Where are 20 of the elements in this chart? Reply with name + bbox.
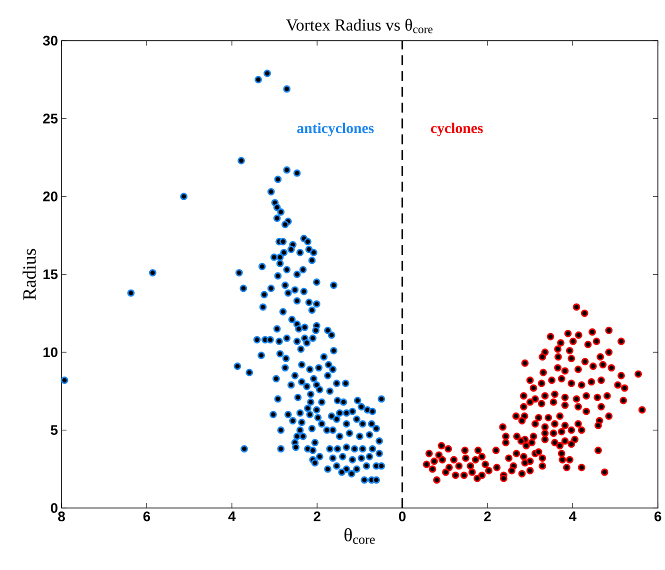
y-tick-label: 0 <box>50 503 58 514</box>
x-tick-label: 2 <box>314 512 320 522</box>
x-tick-label: 8 <box>58 512 65 522</box>
y-tick-label: 5 <box>50 426 58 436</box>
y-tick-label: 15 <box>44 270 58 280</box>
text: anticyclones <box>297 122 374 136</box>
x-tick-label: 2 <box>484 512 491 522</box>
x-tick-label: 4 <box>228 512 236 522</box>
x-tick-label: 6 <box>654 512 662 522</box>
y-tick-label: 30 <box>42 36 58 46</box>
text: cyclones <box>430 122 483 136</box>
x-axis-title: θ$_{core}$ <box>344 528 375 544</box>
y-axis-title: Radius <box>22 249 36 300</box>
x-tick-label: 6 <box>143 512 150 522</box>
y-tick-label: 20 <box>43 192 58 202</box>
y-tick-label: 25 <box>43 114 58 124</box>
y-tick-label: 10 <box>44 348 58 358</box>
x-tick-label: 4 <box>569 512 576 522</box>
x-tick-label: 0 <box>398 512 406 522</box>
chart-title: Vortex Radius vs θ$_{core}$ <box>286 19 433 34</box>
